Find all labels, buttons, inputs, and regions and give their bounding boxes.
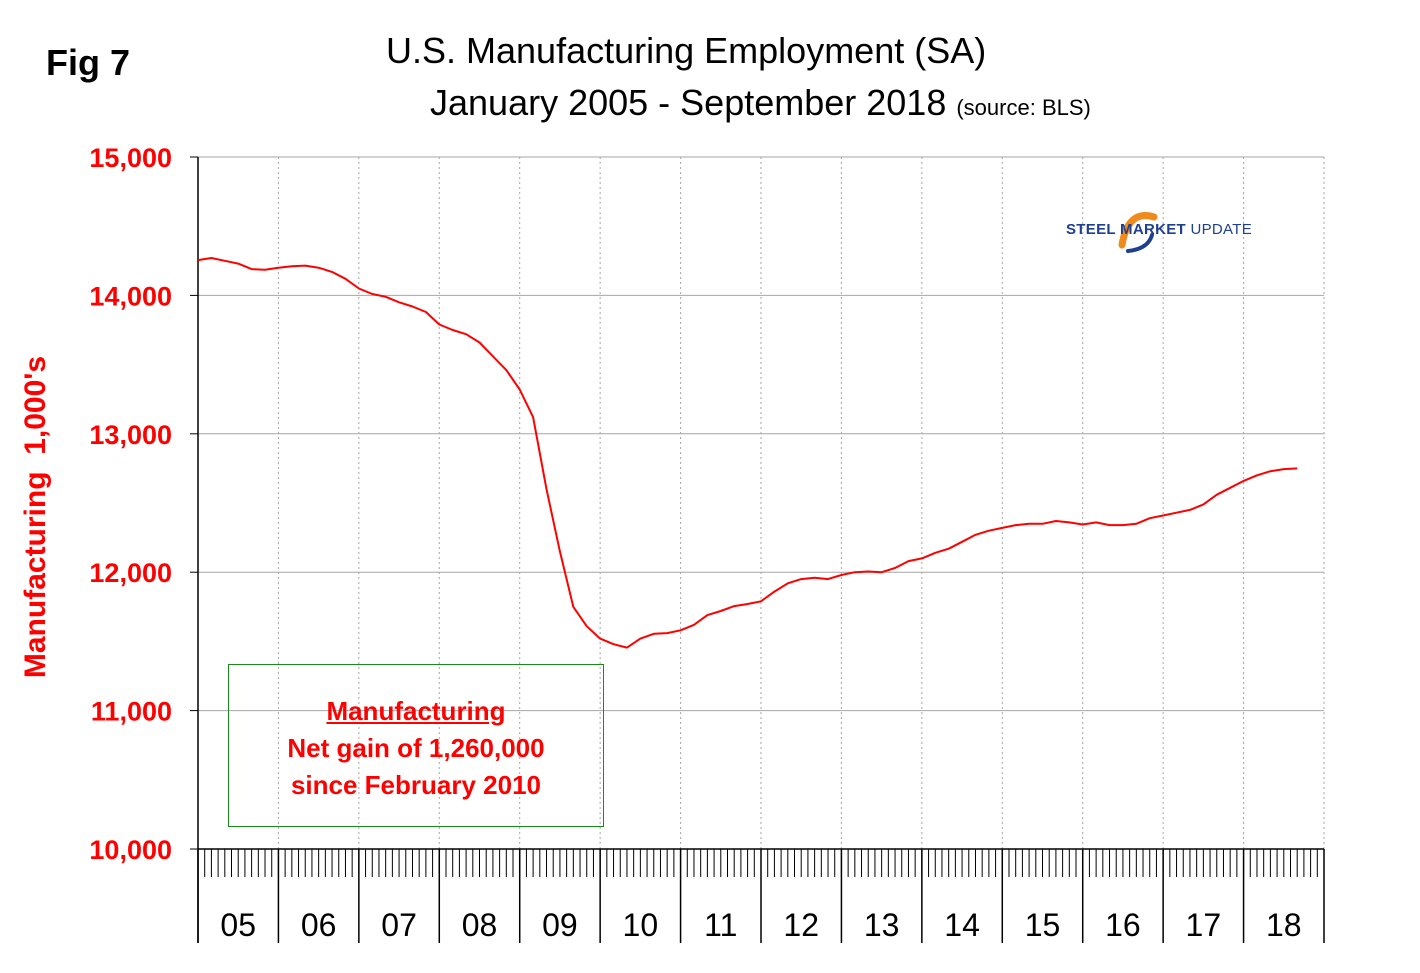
y-axis-label: Manufacturing 1,000's <box>19 355 52 679</box>
source-note: (source: BLS) <box>956 95 1091 120</box>
logo-text-bold: STEEL MARKET <box>1066 221 1186 238</box>
x-year-label: 17 <box>1186 907 1222 943</box>
y-tick-label: 12,000 <box>89 558 172 588</box>
y-tick-label: 15,000 <box>89 143 172 173</box>
y-tick-label: 10,000 <box>89 835 172 865</box>
steel-market-update-logo: STEEL MARKET UPDATE <box>1066 205 1276 257</box>
logo-text: STEEL MARKET UPDATE <box>1066 221 1252 238</box>
logo-text-light: UPDATE <box>1190 221 1252 238</box>
x-year-label: 12 <box>783 907 819 943</box>
series-line-manufacturing <box>197 257 1298 649</box>
x-year-label: 07 <box>381 907 417 943</box>
x-year-label: 15 <box>1025 907 1061 943</box>
y-tick-label: 13,000 <box>89 420 172 450</box>
chart-title-line1: U.S. Manufacturing Employment (SA) <box>386 30 987 71</box>
annotation-heading: Manufacturing <box>326 696 506 726</box>
x-year-labels: 05 06 07 08 09 10 11 12 13 14 15 16 17 18 <box>220 907 1301 943</box>
annotation-line2: since February 2010 <box>290 770 542 800</box>
x-tick-marks <box>197 849 1325 943</box>
x-year-label: 08 <box>462 907 498 943</box>
gridlines <box>198 156 1325 849</box>
annotation-line1: Net gain of 1,260,000 <box>287 733 545 763</box>
y-tick-label: 11,000 <box>91 697 172 727</box>
annotation-box: Manufacturing Net gain of 1,260,000 sinc… <box>228 664 604 827</box>
x-year-label: 14 <box>944 907 980 943</box>
x-year-label: 06 <box>301 907 337 943</box>
x-year-label: 13 <box>864 907 900 943</box>
chart-title-dates: January 2005 - September 2018 <box>430 82 947 123</box>
logo-arc-icon <box>1118 212 1158 253</box>
x-year-label: 10 <box>623 907 659 943</box>
x-year-label: 18 <box>1266 907 1302 943</box>
figure-label: Fig 7 <box>46 42 131 83</box>
y-tick-label: 14,000 <box>89 281 172 311</box>
x-year-label: 05 <box>220 907 256 943</box>
y-tick-labels: 10,000 11,000 12,000 13,000 14,000 15,000 <box>89 143 172 865</box>
x-year-label: 11 <box>704 907 737 943</box>
chart-title-line2: January 2005 - September 2018 (source: B… <box>430 82 1091 124</box>
x-year-label: 09 <box>542 907 578 943</box>
x-year-label: 16 <box>1105 907 1141 943</box>
